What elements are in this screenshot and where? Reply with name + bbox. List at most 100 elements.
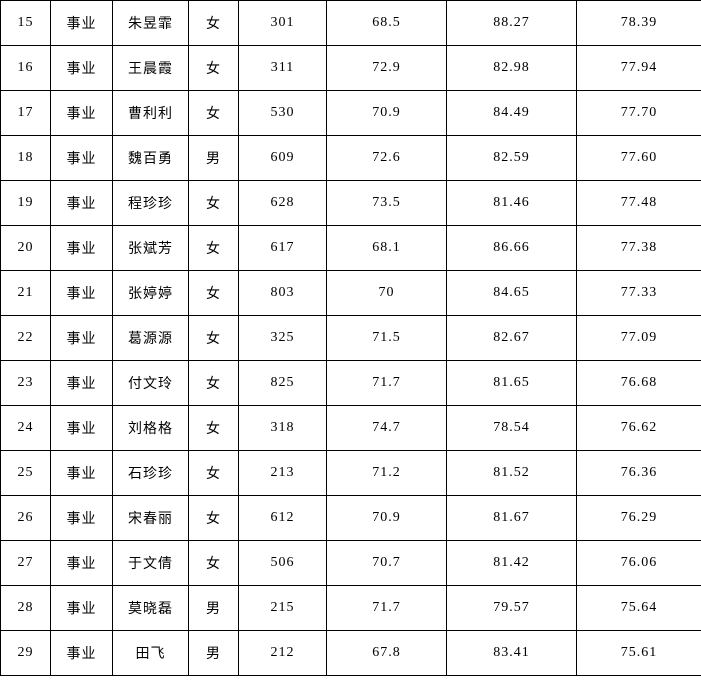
table-cell: 77.09	[577, 316, 701, 361]
table-cell: 612	[239, 496, 327, 541]
table-row: 28事业莫晓磊男21571.779.5775.64	[1, 586, 701, 631]
table-cell: 24	[1, 406, 51, 451]
table-row: 23事业付文玲女82571.781.6576.68	[1, 361, 701, 406]
table-cell: 81.65	[447, 361, 577, 406]
table-cell: 事业	[51, 91, 113, 136]
table-row: 16事业王晨霞女31172.982.9877.94	[1, 46, 701, 91]
table-row: 21事业张婷婷女8037084.6577.33	[1, 271, 701, 316]
table-cell: 女	[189, 226, 239, 271]
table-cell: 70.9	[327, 91, 447, 136]
table-cell: 77.33	[577, 271, 701, 316]
table-cell: 21	[1, 271, 51, 316]
table-cell: 86.66	[447, 226, 577, 271]
table-cell: 女	[189, 451, 239, 496]
table-row: 25事业石珍珍女21371.281.5276.36	[1, 451, 701, 496]
table-cell: 27	[1, 541, 51, 586]
table-cell: 301	[239, 1, 327, 46]
table-cell: 28	[1, 586, 51, 631]
table-cell: 事业	[51, 541, 113, 586]
table-cell: 29	[1, 631, 51, 676]
table-row: 22事业葛源源女32571.582.6777.09	[1, 316, 701, 361]
table-cell: 事业	[51, 226, 113, 271]
table-cell: 事业	[51, 316, 113, 361]
table-cell: 75.64	[577, 586, 701, 631]
table-cell: 19	[1, 181, 51, 226]
table-cell: 81.42	[447, 541, 577, 586]
table-cell: 女	[189, 361, 239, 406]
table-cell: 事业	[51, 181, 113, 226]
table-cell: 82.59	[447, 136, 577, 181]
data-table: 15事业朱昱霏女30168.588.2778.3916事业王晨霞女31172.9…	[0, 0, 701, 676]
table-cell: 84.49	[447, 91, 577, 136]
table-cell: 628	[239, 181, 327, 226]
table-cell: 78.39	[577, 1, 701, 46]
table-cell: 71.7	[327, 361, 447, 406]
table-cell: 76.06	[577, 541, 701, 586]
table-cell: 事业	[51, 361, 113, 406]
table-cell: 72.9	[327, 46, 447, 91]
table-cell: 女	[189, 1, 239, 46]
table-cell: 事业	[51, 271, 113, 316]
table-cell: 68.5	[327, 1, 447, 46]
table-cell: 魏百勇	[113, 136, 189, 181]
table-cell: 76.29	[577, 496, 701, 541]
table-cell: 76.68	[577, 361, 701, 406]
table-cell: 84.65	[447, 271, 577, 316]
table-cell: 宋春丽	[113, 496, 189, 541]
table-row: 29事业田飞男21267.883.4175.61	[1, 631, 701, 676]
table-cell: 男	[189, 586, 239, 631]
table-cell: 72.6	[327, 136, 447, 181]
table-cell: 男	[189, 136, 239, 181]
table-cell: 20	[1, 226, 51, 271]
table-cell: 77.70	[577, 91, 701, 136]
table-cell: 事业	[51, 136, 113, 181]
table-cell: 70.9	[327, 496, 447, 541]
table-cell: 79.57	[447, 586, 577, 631]
table-cell: 81.52	[447, 451, 577, 496]
table-row: 18事业魏百勇男60972.682.5977.60	[1, 136, 701, 181]
table-cell: 71.7	[327, 586, 447, 631]
table-cell: 71.2	[327, 451, 447, 496]
table-cell: 325	[239, 316, 327, 361]
table-cell: 16	[1, 46, 51, 91]
table-cell: 女	[189, 271, 239, 316]
table-cell: 26	[1, 496, 51, 541]
table-cell: 311	[239, 46, 327, 91]
table-cell: 15	[1, 1, 51, 46]
table-cell: 67.8	[327, 631, 447, 676]
table-cell: 曹利利	[113, 91, 189, 136]
table-cell: 77.38	[577, 226, 701, 271]
table-cell: 事业	[51, 631, 113, 676]
table-cell: 617	[239, 226, 327, 271]
table-cell: 81.46	[447, 181, 577, 226]
table-cell: 530	[239, 91, 327, 136]
table-cell: 73.5	[327, 181, 447, 226]
table-cell: 215	[239, 586, 327, 631]
table-cell: 17	[1, 91, 51, 136]
table-cell: 76.62	[577, 406, 701, 451]
table-cell: 事业	[51, 586, 113, 631]
table-cell: 82.67	[447, 316, 577, 361]
table-cell: 76.36	[577, 451, 701, 496]
table-cell: 事业	[51, 46, 113, 91]
table-cell: 82.98	[447, 46, 577, 91]
table-body: 15事业朱昱霏女30168.588.2778.3916事业王晨霞女31172.9…	[1, 1, 701, 676]
table-row: 17事业曹利利女53070.984.4977.70	[1, 91, 701, 136]
table-cell: 803	[239, 271, 327, 316]
table-cell: 609	[239, 136, 327, 181]
table-row: 20事业张斌芳女61768.186.6677.38	[1, 226, 701, 271]
table-cell: 朱昱霏	[113, 1, 189, 46]
table-cell: 75.61	[577, 631, 701, 676]
table-cell: 70.7	[327, 541, 447, 586]
table-cell: 88.27	[447, 1, 577, 46]
table-cell: 张婷婷	[113, 271, 189, 316]
table-cell: 刘格格	[113, 406, 189, 451]
table-cell: 付文玲	[113, 361, 189, 406]
table-row: 24事业刘格格女31874.778.5476.62	[1, 406, 701, 451]
table-cell: 23	[1, 361, 51, 406]
table-cell: 葛源源	[113, 316, 189, 361]
table-cell: 825	[239, 361, 327, 406]
table-cell: 506	[239, 541, 327, 586]
table-cell: 事业	[51, 1, 113, 46]
table-cell: 18	[1, 136, 51, 181]
